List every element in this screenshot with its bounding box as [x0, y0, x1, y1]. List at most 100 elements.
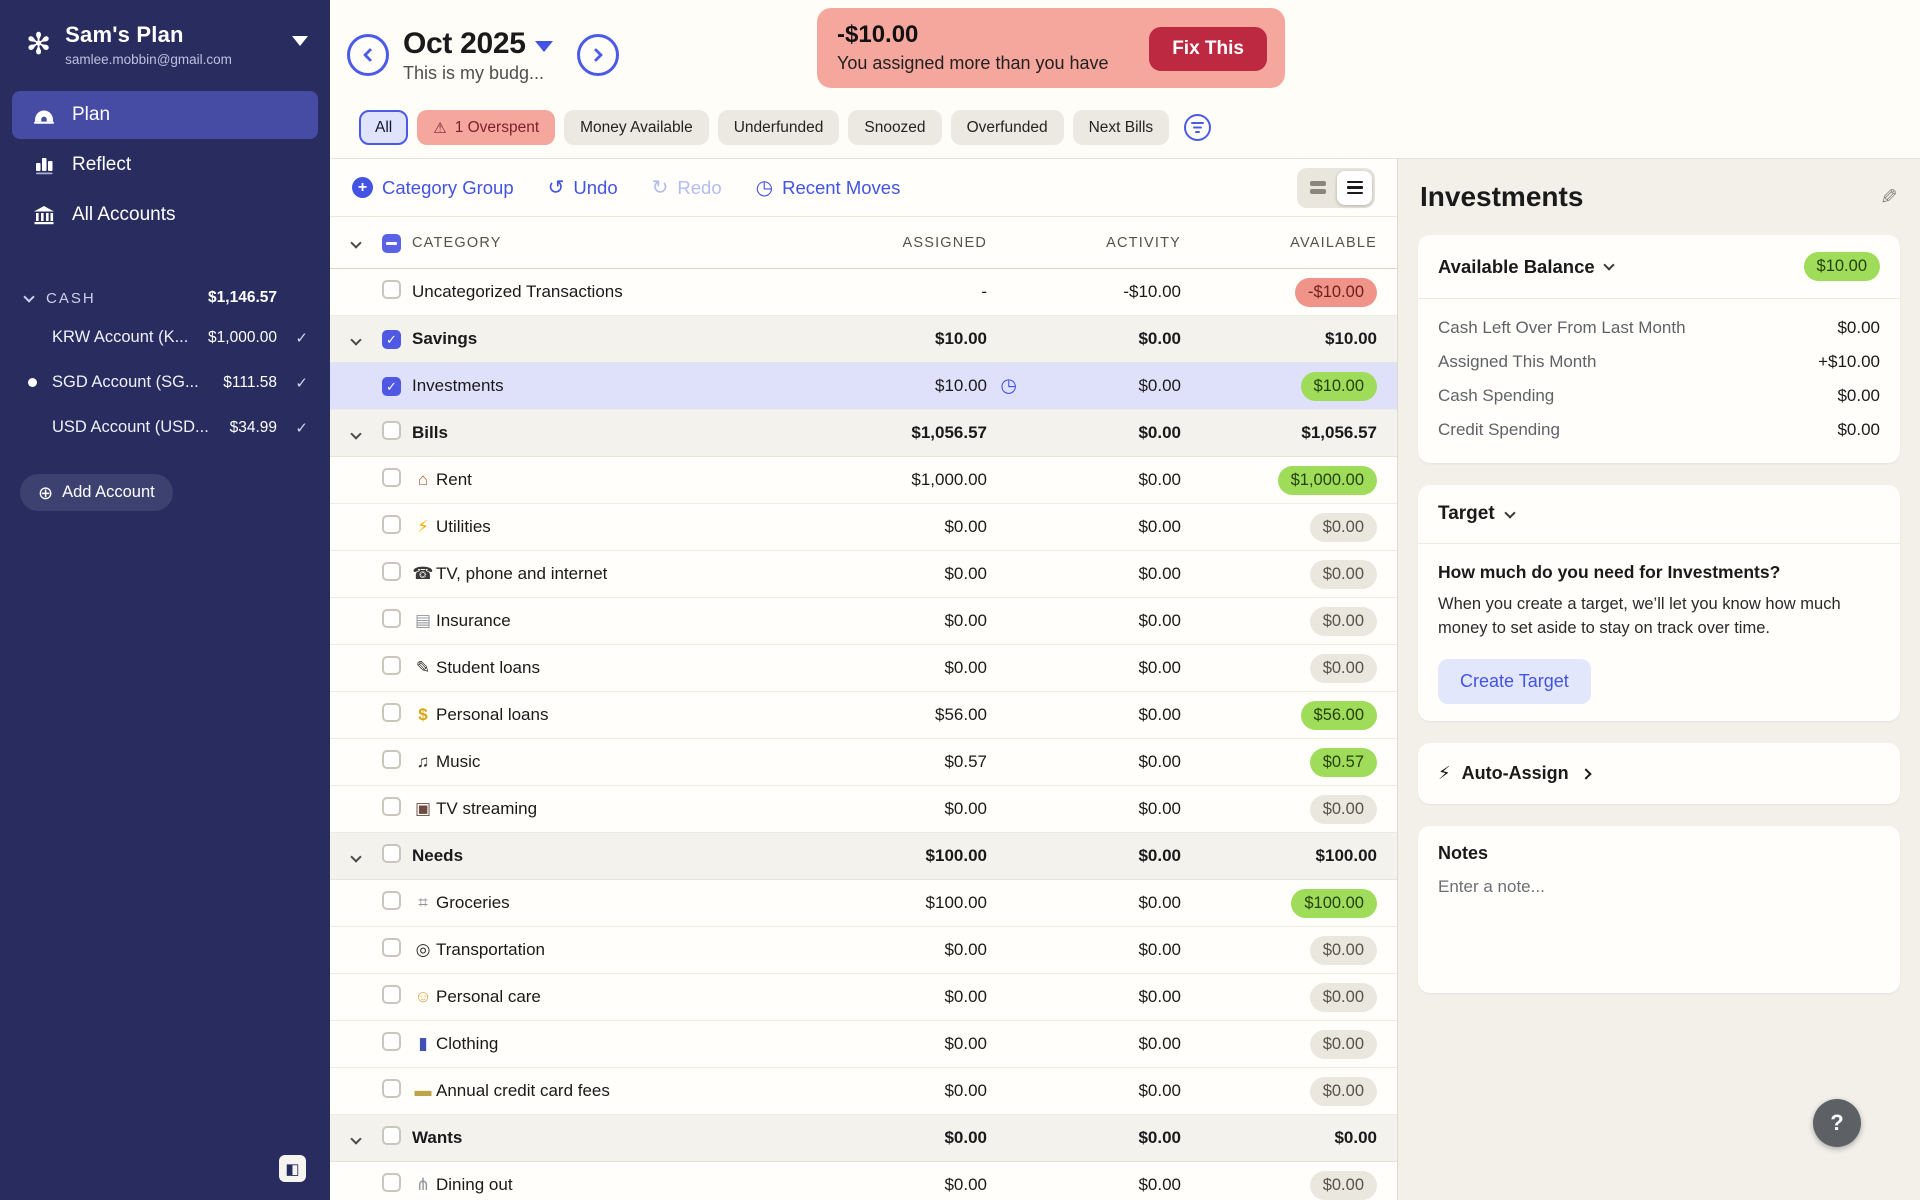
- row-checkbox[interactable]: [382, 703, 401, 722]
- sidebar-item-reflect[interactable]: Reflect: [12, 141, 318, 189]
- assigned-cell[interactable]: $0.00: [787, 1034, 987, 1054]
- available-cell[interactable]: $0.00: [1181, 606, 1377, 636]
- table-row[interactable]: $ Personal loans $56.00 $0.00 $56.00: [330, 692, 1397, 739]
- row-checkbox[interactable]: [382, 797, 401, 816]
- available-cell[interactable]: $0.57: [1181, 747, 1377, 777]
- category-name[interactable]: Utilities: [436, 517, 491, 536]
- fix-this-button[interactable]: Fix This: [1149, 27, 1267, 71]
- assigned-cell[interactable]: $0.00: [787, 1128, 987, 1148]
- table-row[interactable]: ✎ Student loans $0.00 $0.00 $0.00: [330, 645, 1397, 692]
- clock-icon[interactable]: ◷: [1000, 375, 1017, 397]
- row-checkbox[interactable]: [382, 1032, 401, 1051]
- row-checkbox[interactable]: [382, 750, 401, 769]
- account-row[interactable]: USD Account (USD... $34.99 ✓: [0, 405, 330, 450]
- filter-pill[interactable]: Underfunded: [717, 110, 840, 145]
- available-cell[interactable]: $1,000.00: [1181, 465, 1377, 495]
- available-cell[interactable]: $10.00: [1181, 371, 1377, 401]
- table-row[interactable]: ⋔ Dining out $0.00 $0.00 $0.00: [330, 1162, 1397, 1200]
- row-checkbox[interactable]: [382, 938, 401, 957]
- table-row[interactable]: Wants $0.00 $0.00 $0.00: [330, 1115, 1397, 1162]
- available-cell[interactable]: $0.00: [1181, 512, 1377, 542]
- assigned-cell[interactable]: $0.00: [787, 1081, 987, 1101]
- table-row[interactable]: ☎ TV, phone and internet $0.00 $0.00 $0.00: [330, 551, 1397, 598]
- row-checkbox[interactable]: [382, 844, 401, 863]
- category-name[interactable]: TV, phone and internet: [436, 564, 608, 583]
- category-name[interactable]: Student loans: [436, 658, 540, 677]
- assigned-cell[interactable]: $56.00: [787, 705, 987, 725]
- table-row[interactable]: ⌂ Rent $1,000.00 $0.00 $1,000.00: [330, 457, 1397, 504]
- category-name[interactable]: Savings: [412, 329, 478, 348]
- row-checkbox[interactable]: [382, 891, 401, 910]
- assigned-cell[interactable]: $1,000.00: [787, 470, 987, 490]
- table-row[interactable]: ▬ Annual credit card fees $0.00 $0.00 $0.00: [330, 1068, 1397, 1115]
- select-all-checkbox[interactable]: [382, 234, 401, 254]
- available-cell[interactable]: $0.00: [1181, 1029, 1377, 1059]
- assigned-cell[interactable]: $0.00: [787, 517, 987, 537]
- available-cell[interactable]: $100.00: [1181, 888, 1377, 918]
- available-cell[interactable]: $0.00: [1181, 1170, 1377, 1200]
- available-balance-row[interactable]: Available Balance $10.00: [1418, 235, 1900, 298]
- chevron-down-icon[interactable]: [350, 236, 362, 249]
- category-name[interactable]: Needs: [412, 846, 464, 865]
- table-row[interactable]: ▮ Clothing $0.00 $0.00 $0.00: [330, 1021, 1397, 1068]
- filter-pill[interactable]: Overfunded: [950, 110, 1064, 145]
- table-row[interactable]: ☺ Personal care $0.00 $0.00 $0.00: [330, 974, 1397, 1021]
- category-name[interactable]: Bills: [412, 423, 448, 442]
- auto-assign-button[interactable]: ⚡ Auto-Assign: [1418, 743, 1900, 804]
- table-row[interactable]: Uncategorized Transactions - -$10.00 -$10.0…: [330, 269, 1397, 316]
- chevron-down-icon[interactable]: [350, 851, 362, 863]
- sidebar-item-all-accounts[interactable]: All Accounts: [12, 191, 318, 239]
- row-checkbox[interactable]: [382, 1173, 401, 1192]
- collapse-sidebar-button[interactable]: ◧: [279, 1155, 306, 1182]
- sidebar-item-plan[interactable]: Plan: [12, 91, 318, 139]
- notes-input[interactable]: Enter a note...: [1438, 876, 1545, 896]
- available-cell[interactable]: $0.00: [1181, 794, 1377, 824]
- filter-pill[interactable]: All: [359, 110, 409, 145]
- row-checkbox[interactable]: [382, 985, 401, 1004]
- row-checkbox[interactable]: [382, 609, 401, 628]
- assigned-cell[interactable]: -: [787, 282, 987, 302]
- row-checkbox[interactable]: [382, 421, 401, 440]
- category-name[interactable]: Wants: [412, 1128, 463, 1147]
- account-row[interactable]: KRW Account (K... $1,000.00 ✓: [0, 315, 330, 360]
- cash-group-header[interactable]: CASH $1,146.57: [0, 281, 330, 315]
- filter-pill[interactable]: Next Bills: [1072, 110, 1170, 145]
- target-header[interactable]: Target: [1418, 485, 1900, 543]
- assigned-cell[interactable]: $10.00: [787, 329, 987, 349]
- chevron-down-icon[interactable]: [350, 428, 362, 440]
- table-row[interactable]: ⌗ Groceries $100.00 $0.00 $100.00: [330, 880, 1397, 927]
- add-category-group-button[interactable]: + Category Group: [352, 177, 514, 199]
- table-row[interactable]: ⚡ Utilities $0.00 $0.00 $0.00: [330, 504, 1397, 551]
- table-row[interactable]: Needs $100.00 $0.00 $100.00: [330, 833, 1397, 880]
- assigned-cell[interactable]: $0.57: [787, 752, 987, 772]
- undo-button[interactable]: ↺ Undo: [548, 177, 618, 199]
- category-name[interactable]: Personal care: [436, 987, 541, 1006]
- category-name[interactable]: Music: [436, 752, 481, 771]
- previous-month-button[interactable]: [347, 34, 389, 76]
- category-name[interactable]: Rent: [436, 470, 472, 489]
- assigned-cell[interactable]: $100.00: [787, 846, 987, 866]
- row-checkbox[interactable]: [382, 562, 401, 581]
- category-name[interactable]: Transportation: [436, 940, 545, 959]
- row-checkbox[interactable]: [382, 1079, 401, 1098]
- filter-icon[interactable]: [1184, 114, 1212, 141]
- row-checkbox[interactable]: [382, 656, 401, 675]
- filter-pill[interactable]: Money Available: [564, 110, 709, 145]
- table-row[interactable]: ◎ Transportation $0.00 $0.00 $0.00: [330, 927, 1397, 974]
- assigned-cell[interactable]: $0.00: [787, 987, 987, 1007]
- redo-button[interactable]: ↻ Redo: [652, 177, 722, 199]
- assigned-cell[interactable]: $1,056.57: [787, 423, 987, 443]
- detailed-view-button[interactable]: [1337, 170, 1372, 205]
- assigned-cell[interactable]: $0.00: [787, 658, 987, 678]
- row-checkbox[interactable]: ✓: [382, 377, 401, 396]
- add-account-button[interactable]: ⊕ Add Account: [20, 474, 173, 511]
- plan-switcher[interactable]: ✻ Sam's Plan samlee.mobbin@gmail.com: [0, 0, 330, 85]
- available-cell[interactable]: $0.00: [1181, 982, 1377, 1012]
- create-target-button[interactable]: Create Target: [1438, 658, 1591, 704]
- table-row[interactable]: ✓ Investments $10.00 ◷ $0.00 $10.00: [330, 363, 1397, 410]
- row-checkbox[interactable]: [382, 280, 401, 299]
- available-cell[interactable]: $10.00: [1181, 329, 1377, 349]
- available-cell[interactable]: $100.00: [1181, 846, 1377, 866]
- edit-pencil-icon[interactable]: ✎: [1880, 185, 1898, 209]
- assigned-cell[interactable]: $0.00: [787, 940, 987, 960]
